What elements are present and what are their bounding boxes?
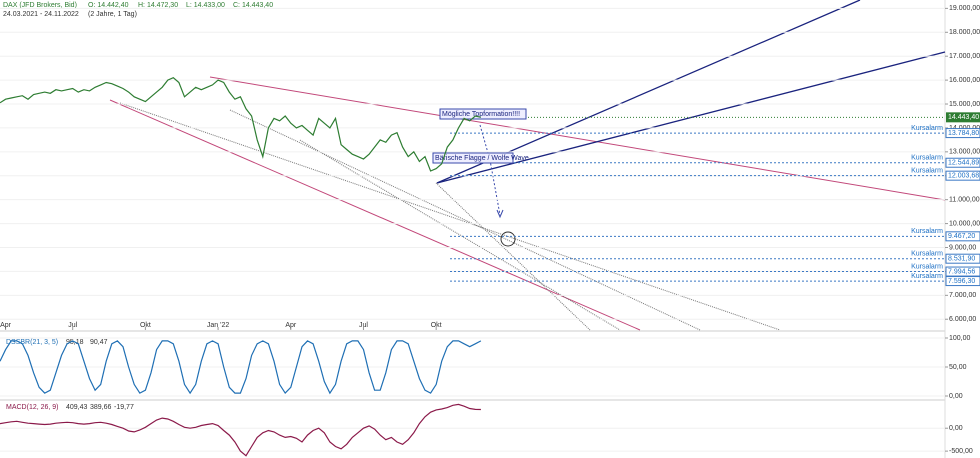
y-tick-label: -500,00 xyxy=(949,448,973,455)
indicator-readout: 409,43 xyxy=(66,404,88,411)
annotation-box xyxy=(439,108,527,120)
alarm-text: Kursalarm xyxy=(911,168,943,175)
y-tick-label: 19.000,00 xyxy=(949,5,980,12)
y-tick-label: 13.000,00 xyxy=(949,149,980,156)
last-price-label: 14.443,40 xyxy=(948,114,979,121)
trend-line xyxy=(209,76,946,201)
y-tick-label: 18.000,00 xyxy=(949,29,980,36)
header-range: 24.03.2021 - 24.11.2022 xyxy=(3,11,79,18)
header-ohlc: O: 14.442,40 xyxy=(88,2,129,9)
price-tag xyxy=(945,170,980,181)
price-tag-label: 8.531,90 xyxy=(948,256,975,263)
trend-line xyxy=(299,139,621,331)
alarm-text: Kursalarm xyxy=(911,263,943,270)
price-tag xyxy=(945,157,980,168)
y-tick-label: 17.000,00 xyxy=(949,53,980,60)
y-tick-label: 0,00 xyxy=(949,393,963,400)
price-tag-label: 7.994,56 xyxy=(948,268,975,275)
annotation: Mögliche Topformation!!!! xyxy=(442,111,520,118)
price-tag-label: 12.544,89 xyxy=(948,160,979,167)
price-tag-label: 9.467,20 xyxy=(948,233,975,240)
x-tick-label: Okt xyxy=(140,322,151,329)
trend-line xyxy=(435,182,591,331)
x-tick-label: Okt xyxy=(431,322,442,329)
price-tag-label: 12.003,68 xyxy=(948,173,979,180)
alarm-text: Kursalarm xyxy=(911,273,943,280)
header-ohlc: L: 14.433,00 xyxy=(186,2,225,9)
y-tick-label: 100,00 xyxy=(949,335,971,342)
trend-line xyxy=(229,109,701,331)
macd-line xyxy=(0,403,481,457)
alarm-text: Kursalarm xyxy=(911,155,943,162)
price-tag-label: 7.596,30 xyxy=(948,278,975,285)
alarm-text: Kursalarm xyxy=(911,251,943,258)
price-tag-label: 13.784,80 xyxy=(948,130,979,137)
x-tick-label: Apr xyxy=(0,322,12,329)
price-tag xyxy=(945,276,980,287)
header-ohlc: C: 14.443,40 xyxy=(233,2,273,9)
header-title: DAX (JFD Brokers, Bid) xyxy=(3,2,77,9)
price-tag xyxy=(945,231,980,242)
price-line xyxy=(0,76,482,172)
target-circle xyxy=(500,231,516,247)
header-period: (2 Jahre, 1 Tag) xyxy=(88,11,137,18)
indicator-readout: 389,66 xyxy=(90,404,112,411)
price-tag xyxy=(945,266,980,277)
x-tick-label: Apr xyxy=(285,322,297,329)
y-tick-label: 9.000,00 xyxy=(949,244,976,251)
trend-line xyxy=(119,102,781,331)
y-tick-label: 11.000,00 xyxy=(949,197,980,204)
y-tick-label: 0,00 xyxy=(949,425,963,432)
x-tick-label: Jul xyxy=(359,322,368,329)
x-tick-label: Jan '22 xyxy=(207,322,229,329)
y-tick-label: 6.000,00 xyxy=(949,316,976,323)
indicator-title: DSSBR(21, 3, 5) xyxy=(6,339,58,346)
y-tick-label: 10.000,00 xyxy=(949,220,980,227)
price-tag xyxy=(945,253,980,264)
y-tick-label: 15.000,00 xyxy=(949,101,980,108)
price-tag xyxy=(945,128,980,139)
y-tick-label: 16.000,00 xyxy=(949,77,980,84)
indicator-title: MACD(12, 26, 9) xyxy=(6,404,59,411)
trend-line xyxy=(109,99,641,331)
alarm-text: Kursalarm xyxy=(911,228,943,235)
annotation: Bärische Flagge / Wolfe Wave xyxy=(435,155,529,162)
indicator-readout: -19,77 xyxy=(114,404,134,411)
y-tick-label: 7.000,00 xyxy=(949,292,976,299)
y-tick-label: 50,00 xyxy=(949,364,967,371)
x-tick-label: Jul xyxy=(68,322,77,329)
alarm-text: Kursalarm xyxy=(911,125,943,132)
annotation-box xyxy=(432,152,514,164)
last-price-tag xyxy=(946,112,980,123)
dss-line xyxy=(0,340,482,395)
indicator-readout: 90,47 xyxy=(90,339,108,346)
arrow-head xyxy=(496,209,504,219)
header-ohlc: H: 14.472,30 xyxy=(138,2,178,9)
